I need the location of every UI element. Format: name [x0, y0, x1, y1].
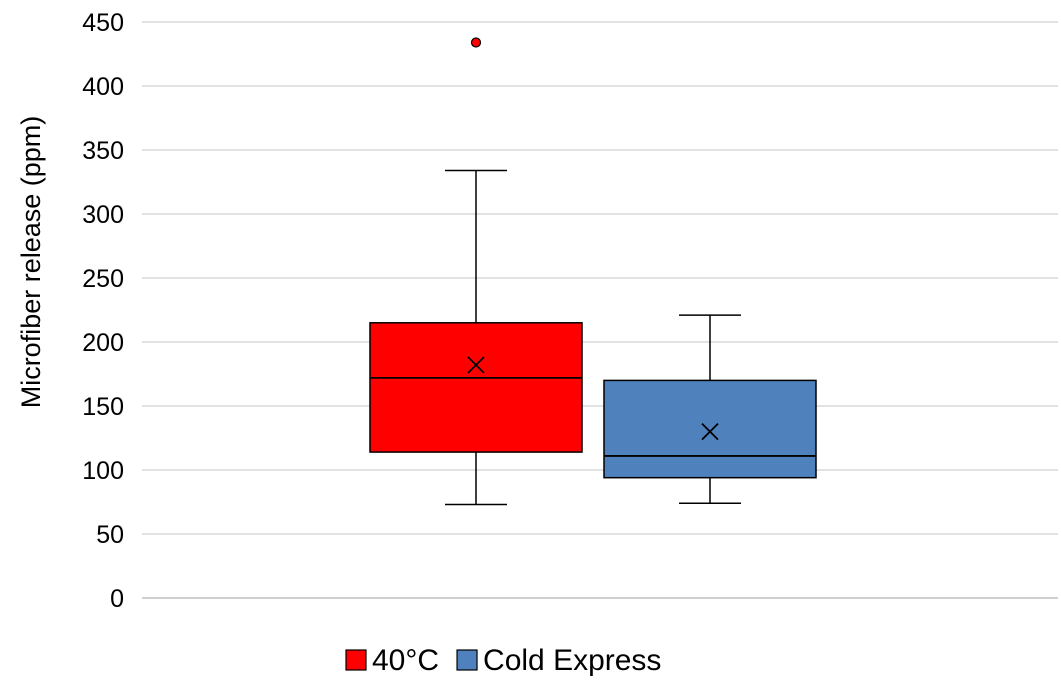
y-tick-label: 350: [82, 137, 124, 165]
legend: 40°C Cold Express: [345, 644, 661, 677]
iqr-box: [603, 379, 817, 479]
legend-swatch: [456, 649, 478, 671]
box-series: [369, 37, 817, 506]
iqr-box: [369, 322, 583, 453]
legend-item-1: 40°C: [345, 644, 439, 677]
outlier-point: [470, 37, 482, 48]
y-tick-label: 0: [110, 585, 124, 613]
legend-swatch: [345, 649, 367, 671]
y-tick-label: 400: [82, 73, 124, 101]
box-series-2: [603, 314, 817, 505]
y-tick-label: 300: [82, 201, 124, 229]
legend-item-2: Cold Express: [456, 644, 661, 677]
y-axis-title: Microfiber release (ppm): [16, 116, 46, 409]
gridlines: [142, 21, 1058, 599]
y-tick-label: 250: [82, 265, 124, 293]
y-tick-label: 100: [82, 457, 124, 485]
mean-marker: [467, 356, 485, 374]
y-tick-label: 150: [82, 393, 124, 421]
y-tick-label: 450: [82, 9, 124, 37]
y-tick-label: 200: [82, 329, 124, 357]
box-series-1: [369, 37, 583, 506]
mean-marker: [701, 422, 719, 441]
legend-label: 40°C: [372, 644, 439, 677]
y-axis-ticks: 0 50 100 150 200 250 300 350 400 450: [82, 9, 124, 613]
y-tick-label: 50: [96, 521, 124, 549]
legend-label: Cold Express: [483, 644, 661, 677]
